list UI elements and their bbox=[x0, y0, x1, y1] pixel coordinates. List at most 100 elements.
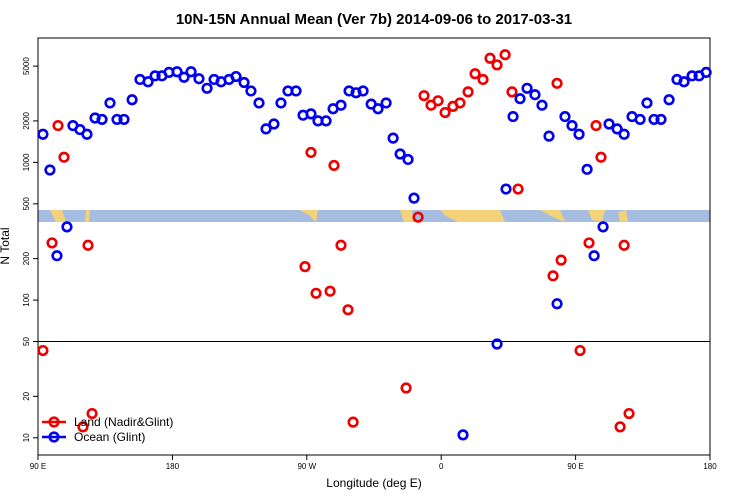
point bbox=[469, 68, 481, 80]
point bbox=[86, 407, 98, 420]
y-tick-label: 200 bbox=[22, 251, 31, 265]
y-tick-label: 20 bbox=[22, 391, 31, 400]
point bbox=[126, 94, 138, 106]
point bbox=[324, 285, 336, 297]
point bbox=[581, 163, 593, 175]
point bbox=[457, 429, 469, 441]
legend-label: Ocean (Glint) bbox=[74, 430, 145, 444]
point bbox=[171, 66, 183, 78]
point bbox=[590, 119, 602, 132]
point bbox=[275, 97, 287, 109]
point bbox=[559, 110, 571, 123]
point bbox=[477, 73, 489, 86]
y-tick-label: 100 bbox=[22, 293, 31, 307]
point bbox=[454, 97, 466, 109]
point bbox=[543, 130, 555, 142]
point bbox=[335, 99, 347, 111]
point bbox=[462, 86, 474, 98]
y-tick-label: 2000 bbox=[22, 111, 31, 129]
point bbox=[290, 85, 302, 97]
point bbox=[380, 97, 392, 109]
point bbox=[686, 70, 698, 82]
point bbox=[597, 221, 609, 233]
map-strip bbox=[38, 210, 710, 222]
x-tick-label: 90 W bbox=[297, 462, 316, 471]
point bbox=[142, 76, 154, 88]
point bbox=[566, 119, 578, 132]
point bbox=[551, 298, 563, 310]
point bbox=[402, 153, 414, 166]
point bbox=[260, 123, 272, 135]
point bbox=[310, 287, 322, 299]
point bbox=[61, 221, 73, 233]
point bbox=[648, 113, 660, 126]
point bbox=[52, 119, 64, 132]
y-tick-label: 5000 bbox=[22, 57, 31, 75]
x-tick-label: 180 bbox=[703, 462, 717, 471]
y-axis-label: N Total bbox=[0, 227, 12, 264]
point bbox=[268, 118, 280, 130]
point bbox=[618, 239, 630, 251]
point bbox=[499, 49, 511, 61]
y-tick-label: 1000 bbox=[22, 153, 31, 171]
point bbox=[342, 304, 354, 316]
point bbox=[96, 113, 108, 126]
chart-title: 10N-15N Annual Mean (Ver 7b) 2014-09-06 … bbox=[176, 11, 572, 28]
point bbox=[357, 85, 369, 97]
point bbox=[595, 151, 607, 163]
y-tick-label: 50 bbox=[22, 337, 31, 346]
point bbox=[408, 192, 420, 204]
point bbox=[603, 118, 615, 130]
point bbox=[81, 128, 93, 140]
point bbox=[491, 338, 503, 350]
point bbox=[305, 108, 317, 120]
point bbox=[46, 237, 58, 249]
point bbox=[514, 93, 526, 105]
point bbox=[574, 344, 586, 357]
point bbox=[230, 70, 242, 83]
point bbox=[678, 76, 690, 88]
point bbox=[700, 66, 712, 79]
point bbox=[555, 254, 567, 266]
point bbox=[418, 90, 430, 102]
point bbox=[641, 97, 653, 109]
point bbox=[185, 66, 197, 78]
point bbox=[583, 237, 595, 249]
point bbox=[149, 70, 161, 82]
point bbox=[82, 239, 94, 251]
point bbox=[335, 239, 347, 251]
point bbox=[551, 77, 563, 89]
point bbox=[111, 113, 123, 126]
point bbox=[521, 82, 533, 94]
point bbox=[394, 148, 406, 160]
point bbox=[320, 115, 332, 127]
point bbox=[44, 164, 56, 176]
y-tick-label: 10 bbox=[22, 433, 31, 442]
point bbox=[118, 113, 130, 126]
point bbox=[623, 407, 635, 420]
point bbox=[51, 250, 63, 262]
point bbox=[89, 112, 101, 124]
point bbox=[400, 382, 412, 394]
point bbox=[372, 103, 384, 115]
point bbox=[506, 86, 518, 98]
plot-frame bbox=[37, 37, 711, 456]
point bbox=[238, 76, 250, 89]
point bbox=[507, 110, 519, 123]
point bbox=[328, 159, 340, 172]
point bbox=[634, 113, 646, 126]
point bbox=[299, 261, 311, 273]
point bbox=[500, 183, 512, 195]
point bbox=[412, 211, 424, 223]
point bbox=[178, 71, 190, 83]
point bbox=[588, 250, 600, 262]
point bbox=[201, 82, 213, 94]
legend-marker bbox=[48, 431, 60, 443]
point bbox=[37, 128, 49, 140]
x-tick-label: 90 E bbox=[567, 462, 583, 471]
point bbox=[618, 128, 630, 140]
point bbox=[37, 344, 49, 357]
point bbox=[439, 106, 451, 119]
point bbox=[245, 85, 257, 97]
